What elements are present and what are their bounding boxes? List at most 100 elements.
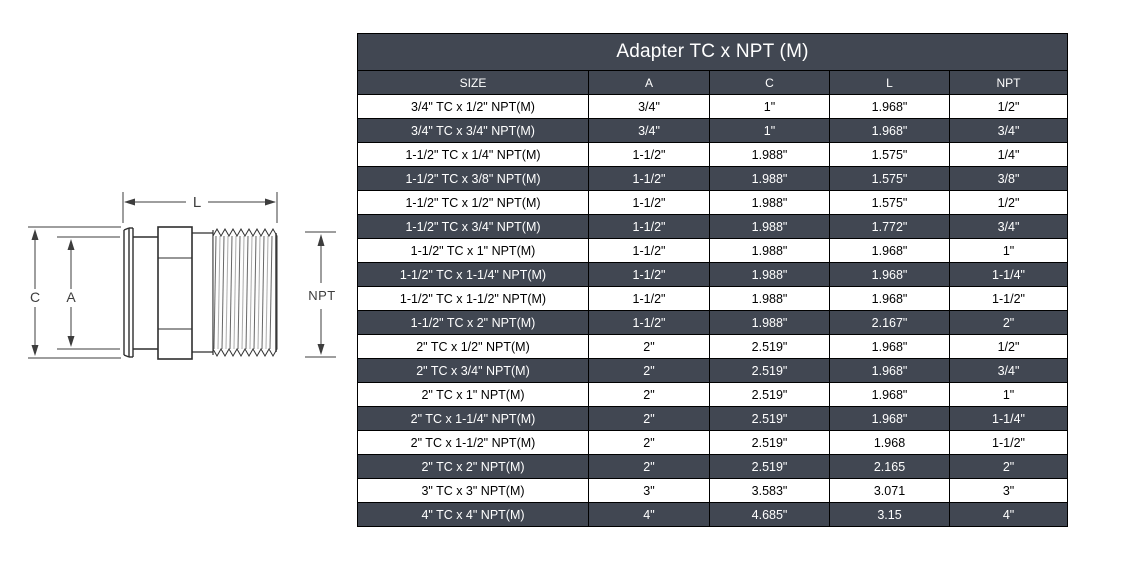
table-cell: 2.519" <box>709 334 830 359</box>
table-cell: 1.988" <box>709 310 830 335</box>
table-cell: 1-1/2" TC x 1-1/4" NPT(M) <box>357 262 589 287</box>
npt-threads <box>212 227 278 358</box>
table-row: 1-1/2" TC x 2" NPT(M) 1-1/2" 1.988" 2.167" 2… <box>357 310 1069 335</box>
table-cell: 2" <box>948 454 1069 479</box>
table-row: 3/4" TC x 1/2" NPT(M) 3/4" 1" 1.968" 1/2" <box>357 94 1069 119</box>
table-cell: 3/4" TC x 1/2" NPT(M) <box>357 94 589 119</box>
dim-label-length: L <box>193 194 201 211</box>
arrowhead-up-icon <box>317 234 325 246</box>
table-cell: 1.988" <box>709 142 830 167</box>
table-cell: 3/4" <box>588 118 710 143</box>
table-cell: 1.968" <box>829 94 950 119</box>
table-cell: 1-1/2" TC x 1/4" NPT(M) <box>357 142 589 167</box>
table-cell: 2.519" <box>709 406 830 431</box>
table-row: 2" TC x 1" NPT(M) 2" 2.519" 1.968" 1" <box>357 382 1069 407</box>
table-cell: 2" <box>588 334 710 359</box>
table-row: 2" TC x 3/4" NPT(M) 2" 2.519" 1.968" 3/4" <box>357 358 1069 383</box>
table-cell: 2" TC x 2" NPT(M) <box>357 454 589 479</box>
table-cell: 1-1/2" TC x 3/8" NPT(M) <box>357 166 589 191</box>
table-cell: 1/2" <box>948 190 1069 215</box>
arrowhead-right-icon <box>265 198 276 206</box>
arrowhead-down-icon <box>317 344 325 355</box>
col-header-c: C <box>709 70 830 95</box>
table-cell: 1-1/2" TC x 1" NPT(M) <box>357 238 589 263</box>
table-cell: 1.988" <box>709 166 830 191</box>
table-cell: 3" <box>948 478 1069 503</box>
table-cell: 3/8" <box>948 166 1069 191</box>
table-cell: 4" TC x 4" NPT(M) <box>357 502 589 527</box>
table-cell: 3/4" <box>948 118 1069 143</box>
table-cell: 1.988" <box>709 262 830 287</box>
table-cell: 3/4" <box>948 214 1069 239</box>
table-row: 4" TC x 4" NPT(M) 4" 4.685" 3.15 4" <box>357 502 1069 527</box>
tc-flange <box>123 227 134 358</box>
arrowhead-down-icon <box>31 345 39 356</box>
arrowhead-down-icon <box>67 336 75 347</box>
table-cell: 1.988" <box>709 214 830 239</box>
table-cell: 4" <box>948 502 1069 527</box>
table-row: 1-1/2" TC x 1-1/2" NPT(M) 1-1/2" 1.988" 1.9… <box>357 286 1069 311</box>
table-cell: 3/4" <box>948 358 1069 383</box>
table-header-row: SIZE A C L NPT <box>357 70 1069 95</box>
table-cell: 2" <box>588 454 710 479</box>
table-cell: 1-1/2" TC x 3/4" NPT(M) <box>357 214 589 239</box>
dim-label-clamp-od: C <box>30 289 40 305</box>
table-cell: 2" TC x 3/4" NPT(M) <box>357 358 589 383</box>
table-cell: 1.968 <box>829 430 950 455</box>
hex-body <box>157 226 193 360</box>
table-cell: 1" <box>709 94 830 119</box>
npt-dimension <box>305 231 336 358</box>
table-cell: 1.968" <box>829 262 950 287</box>
a-dimension <box>57 236 120 350</box>
arrowhead-up-icon <box>67 239 75 250</box>
table-row: 1-1/2" TC x 1/4" NPT(M) 1-1/2" 1.988" 1.575… <box>357 142 1069 167</box>
table-cell: 2.519" <box>709 454 830 479</box>
arrowhead-up-icon <box>31 229 39 240</box>
table-row: 1-1/2" TC x 3/4" NPT(M) 1-1/2" 1.988" 1.772… <box>357 214 1069 239</box>
l-dimension <box>122 192 278 223</box>
table-cell: 1.575" <box>829 190 950 215</box>
table-cell: 1" <box>948 238 1069 263</box>
table-cell: 1.968" <box>829 118 950 143</box>
table-cell: 1-1/2" <box>588 310 710 335</box>
table-cell: 2.519" <box>709 430 830 455</box>
table-cell: 1-1/4" <box>948 406 1069 431</box>
table-row: 2" TC x 1/2" NPT(M) 2" 2.519" 1.968" 1/2" <box>357 334 1069 359</box>
table-cell: 3.583" <box>709 478 830 503</box>
table-cell: 1" <box>948 382 1069 407</box>
dim-label-thread: NPT <box>308 288 336 303</box>
table-cell: 2" TC x 1" NPT(M) <box>357 382 589 407</box>
table-cell: 1.968" <box>829 358 950 383</box>
table-cell: 1-1/2" <box>588 214 710 239</box>
col-header-size: SIZE <box>357 70 589 95</box>
table-row: 3/4" TC x 3/4" NPT(M) 3/4" 1" 1.968" 3/4" <box>357 118 1069 143</box>
spec-table: Adapter TC x NPT (M) SIZE A C L NPT 3/4"… <box>356 33 1069 527</box>
table-cell: 2" <box>588 358 710 383</box>
table-cell: 2.165 <box>829 454 950 479</box>
neck <box>133 236 158 350</box>
table-cell: 2" <box>948 310 1069 335</box>
table-cell: 1.772" <box>829 214 950 239</box>
table-row: 3" TC x 3" NPT(M) 3" 3.583" 3.071 3" <box>357 478 1069 503</box>
table-cell: 1-1/2" <box>588 238 710 263</box>
c-dimension <box>28 226 121 359</box>
table-cell: 1.988" <box>709 190 830 215</box>
table-row: 2" TC x 2" NPT(M) 2" 2.519" 2.165 2" <box>357 454 1069 479</box>
table-cell: 3/4" TC x 3/4" NPT(M) <box>357 118 589 143</box>
col-header-a: A <box>588 70 710 95</box>
table-cell: 2" <box>588 430 710 455</box>
table-cell: 1-1/2" TC x 1/2" NPT(M) <box>357 190 589 215</box>
table-cell: 1/2" <box>948 94 1069 119</box>
fitting-diagram: L C A NPT <box>28 192 336 360</box>
table-cell: 1.968" <box>829 238 950 263</box>
col-header-l: L <box>829 70 950 95</box>
table-title-row: Adapter TC x NPT (M) <box>356 33 1069 71</box>
table-row: 1-1/2" TC x 3/8" NPT(M) 1-1/2" 1.988" 1.575… <box>357 166 1069 191</box>
table-row: 1-1/2" TC x 1-1/4" NPT(M) 1-1/2" 1.988" 1.9… <box>357 262 1069 287</box>
table-cell: 2" <box>588 406 710 431</box>
table-row: 1-1/2" TC x 1/2" NPT(M) 1-1/2" 1.988" 1.575… <box>357 190 1069 215</box>
table-cell: 2" TC x 1/2" NPT(M) <box>357 334 589 359</box>
table-cell: 1.968" <box>829 286 950 311</box>
table-cell: 2.167" <box>829 310 950 335</box>
table-cell: 1.968" <box>829 334 950 359</box>
